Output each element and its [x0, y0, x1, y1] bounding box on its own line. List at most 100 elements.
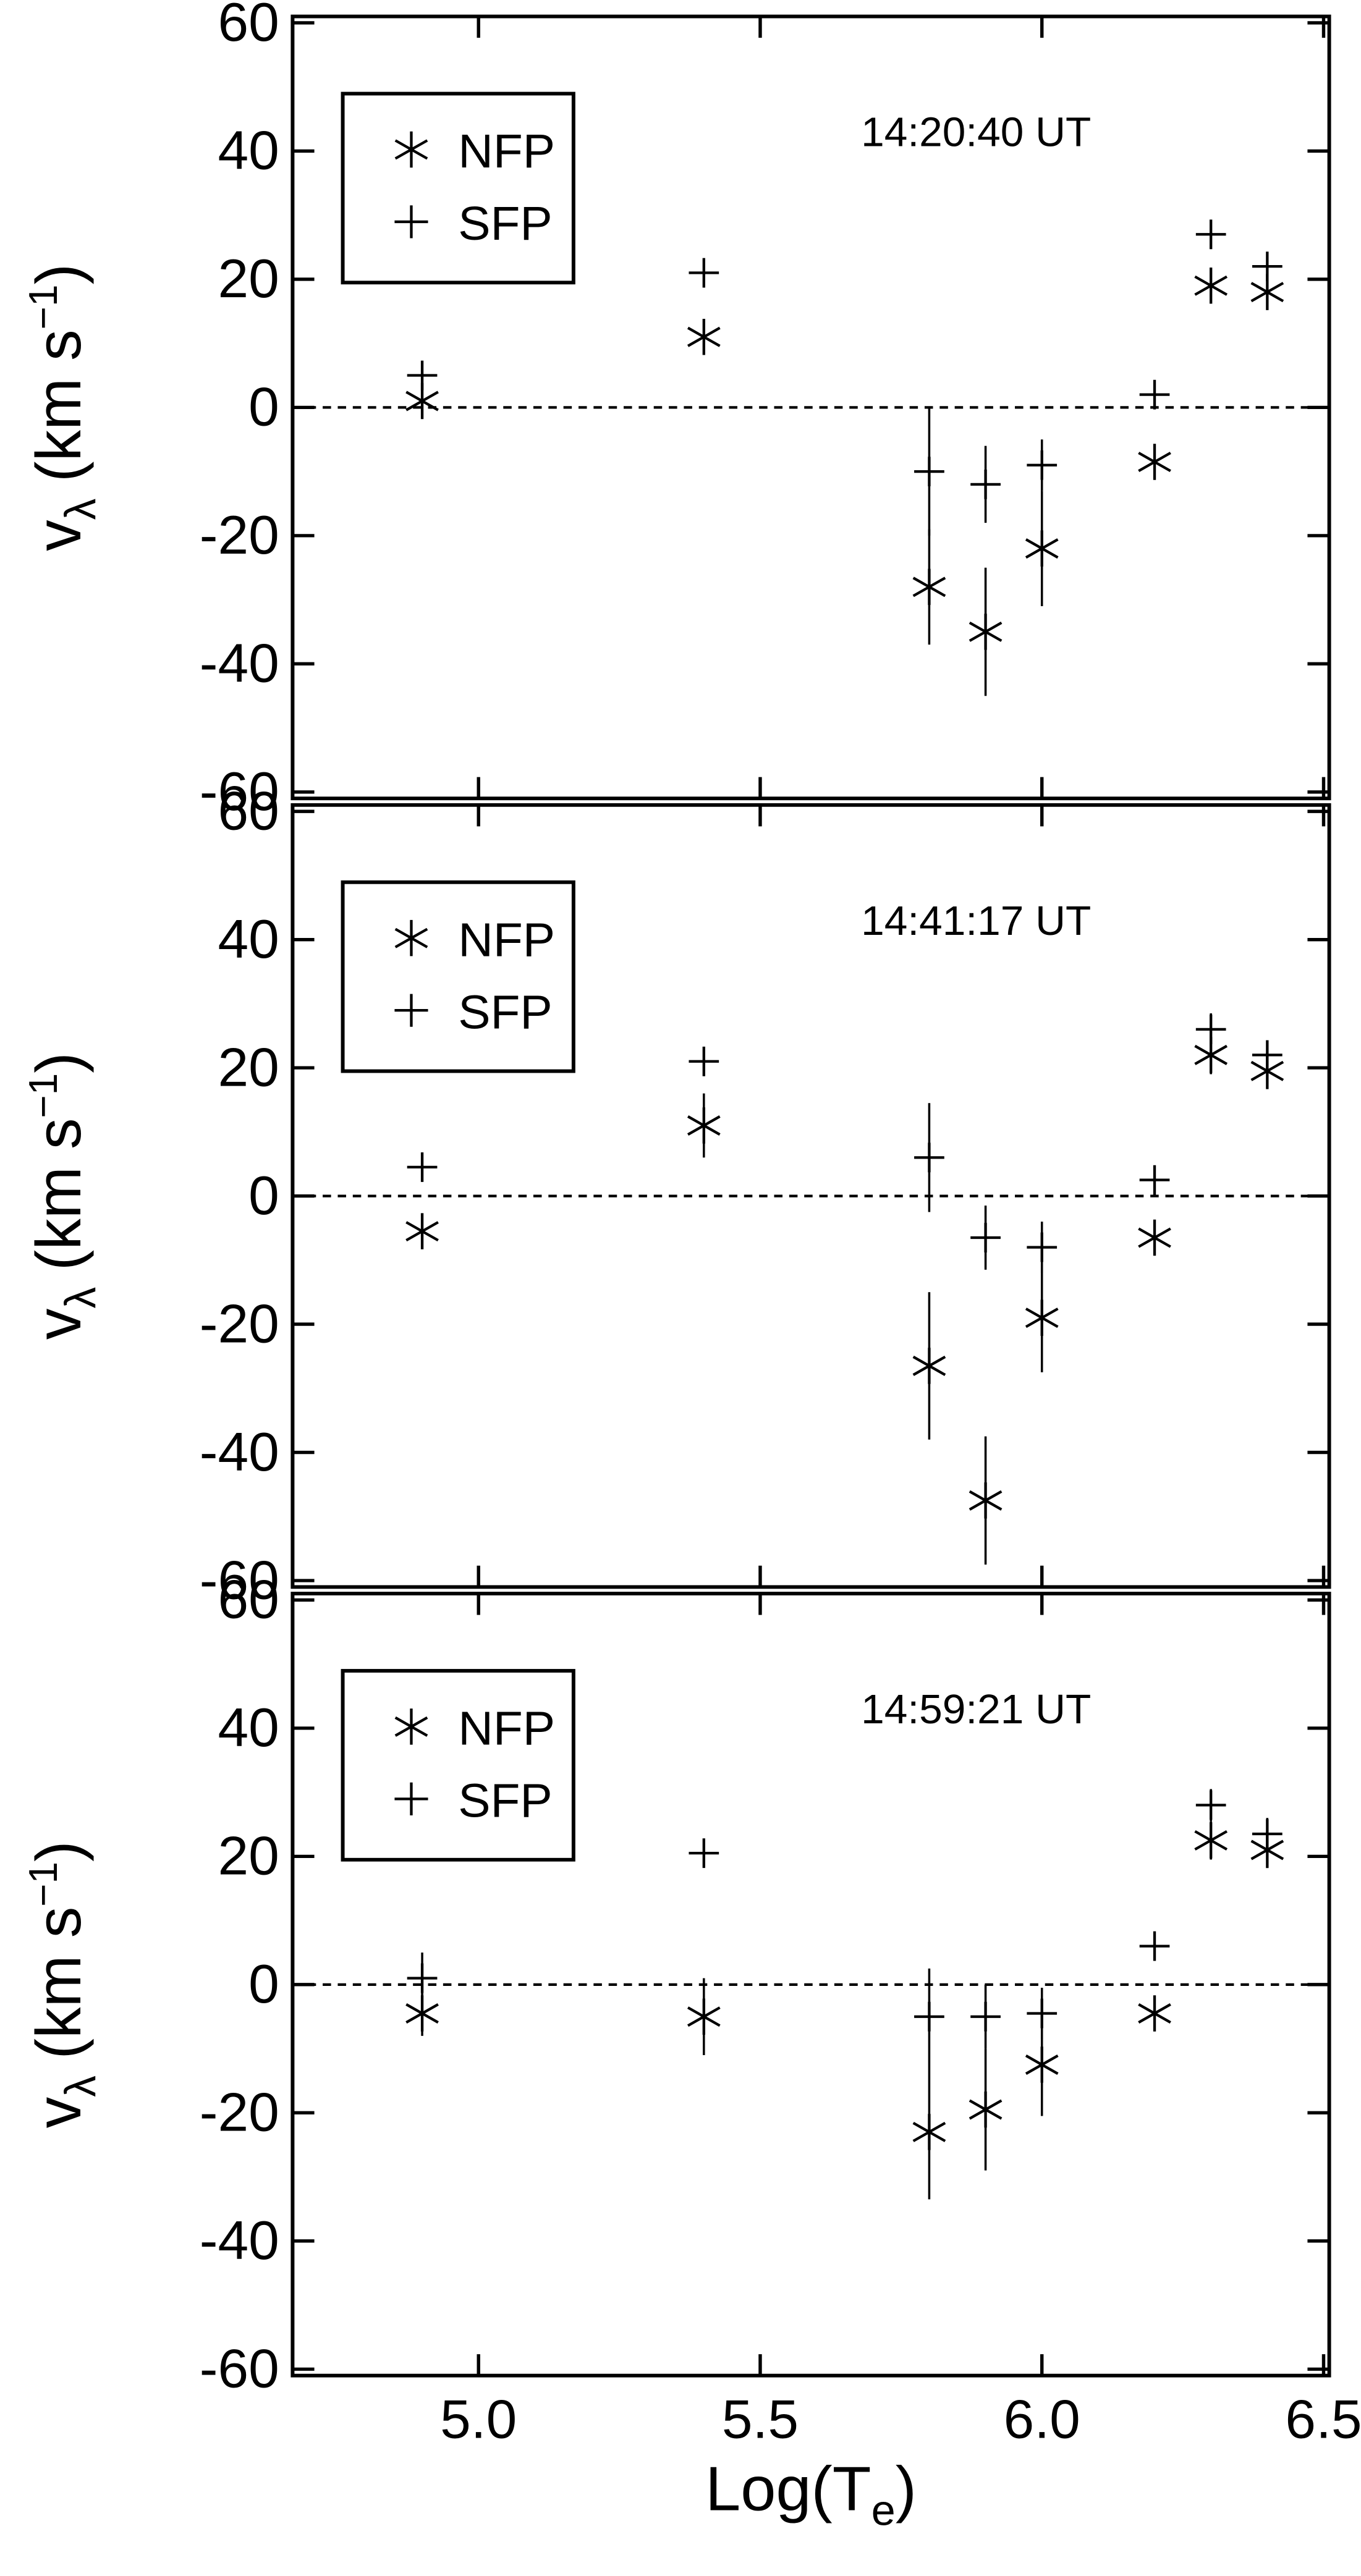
y-tick-label: -40 — [200, 2210, 279, 2271]
legend-marker — [394, 994, 428, 1027]
marker-plus — [1252, 251, 1283, 282]
legend-box — [341, 91, 575, 285]
marker-asterisk — [1138, 444, 1171, 480]
marker-asterisk — [1025, 2046, 1059, 2083]
marker-plus — [689, 1838, 719, 1869]
marker-asterisk — [912, 568, 946, 606]
y-tick-label: -20 — [200, 2082, 279, 2142]
annotation: 14:59:21 UT — [861, 1687, 1091, 1733]
y-label-symbol: v — [23, 2097, 94, 2129]
marker-plus — [1139, 1931, 1170, 1961]
marker-plus — [407, 1152, 438, 1182]
y-tick-label: 0 — [248, 1954, 279, 2014]
x-tick-label: 6.0 — [1004, 2389, 1080, 2449]
y-tick-label: -40 — [200, 1421, 279, 1482]
y-label-sup: −1 — [20, 1073, 66, 1118]
y-tick-label: 40 — [218, 909, 279, 969]
x-tick-label: 5.0 — [440, 2389, 517, 2449]
y-label-sub: λ — [56, 2076, 105, 2097]
y-tick-label: -20 — [200, 1293, 279, 1354]
marker-plus — [407, 1963, 438, 1993]
y-tick-label: -60 — [200, 761, 279, 822]
y-label-symbol: v — [23, 1309, 94, 1340]
y-label-unit: (km s — [23, 1907, 94, 2059]
y-label-sup: −1 — [20, 1862, 66, 1907]
marker-plus — [1027, 1998, 1058, 2029]
legend-label: NFP — [458, 914, 555, 966]
marker-plus — [914, 457, 944, 487]
y-tick-label: 20 — [218, 1825, 279, 1886]
legend-box — [341, 880, 575, 1073]
legend-marker — [394, 919, 428, 956]
y-label-unit: (km s — [23, 329, 94, 482]
marker-plus — [1027, 1232, 1058, 1262]
x-axis-label: Log(Te) — [705, 2454, 917, 2534]
legend-label: NFP — [458, 1702, 555, 1755]
y-tick-label: 60 — [218, 1569, 279, 1629]
y-label-sup: −1 — [20, 285, 66, 330]
marker-plus — [1139, 1165, 1170, 1195]
annotation: 14:20:40 UT — [861, 109, 1091, 155]
legend-label: SFP — [458, 198, 553, 250]
marker-plus — [1252, 1040, 1283, 1070]
marker-plus — [970, 1223, 1001, 1252]
marker-asterisk — [405, 1213, 439, 1249]
marker-asterisk — [969, 1482, 1003, 1519]
y-label-sub: λ — [56, 499, 105, 520]
marker-plus — [689, 1046, 719, 1076]
marker-plus — [914, 1142, 944, 1173]
y-axis-label: vλ (km s−1) — [20, 1052, 104, 1340]
y-tick-label: 0 — [248, 376, 279, 437]
y-label-symbol: v — [23, 520, 94, 551]
marker-plus — [407, 360, 438, 391]
marker-plus — [689, 258, 719, 288]
legend-marker — [394, 1708, 428, 1745]
marker-asterisk — [1138, 1219, 1171, 1256]
x-tick-label: 6.5 — [1285, 2389, 1361, 2449]
y-tick-label: 60 — [218, 0, 279, 53]
y-tick-label: 60 — [218, 780, 279, 841]
marker-asterisk — [1138, 1995, 1171, 2032]
marker-asterisk — [969, 614, 1003, 650]
marker-asterisk — [687, 1107, 721, 1144]
marker-plus — [1195, 1790, 1226, 1820]
x-label-sub: e — [871, 2486, 896, 2534]
y-label-close: ) — [23, 1841, 94, 1862]
y-label-sub: λ — [56, 1287, 105, 1309]
marker-asterisk — [912, 1348, 946, 1384]
marker-plus — [970, 469, 1001, 499]
y-tick-label: -60 — [200, 1550, 279, 1610]
marker-plus — [1195, 219, 1226, 250]
y-tick-label: 40 — [218, 1697, 279, 1758]
legend-label: SFP — [458, 1775, 553, 1827]
marker-asterisk — [1194, 268, 1228, 304]
y-axis-label: vλ (km s−1) — [20, 1841, 104, 2128]
marker-plus — [1139, 379, 1170, 410]
legend-label: SFP — [458, 986, 553, 1039]
y-tick-label: -60 — [200, 2338, 279, 2399]
marker-asterisk — [912, 2114, 946, 2150]
marker-asterisk — [687, 319, 721, 355]
y-axis-label: vλ (km s−1) — [20, 264, 104, 551]
marker-plus — [1252, 1819, 1283, 1849]
y-tick-label: 20 — [218, 1037, 279, 1097]
x-label-close: ) — [896, 2454, 917, 2523]
y-label-close: ) — [23, 264, 94, 285]
marker-plus — [970, 2001, 1001, 2032]
legend-marker — [394, 205, 428, 239]
y-tick-label: -20 — [200, 505, 279, 565]
marker-asterisk — [1194, 1822, 1228, 1859]
marker-plus — [1027, 450, 1058, 480]
y-tick-label: 20 — [218, 248, 279, 309]
annotation: 14:41:17 UT — [861, 898, 1091, 944]
marker-asterisk — [1025, 530, 1059, 567]
legend-box — [341, 1669, 575, 1862]
legend-marker — [394, 131, 428, 168]
marker-plus — [1195, 1014, 1226, 1044]
y-tick-label: 0 — [248, 1165, 279, 1226]
legend-marker — [394, 1782, 428, 1815]
marker-asterisk — [687, 1998, 721, 2035]
marker-asterisk — [969, 2091, 1003, 2128]
